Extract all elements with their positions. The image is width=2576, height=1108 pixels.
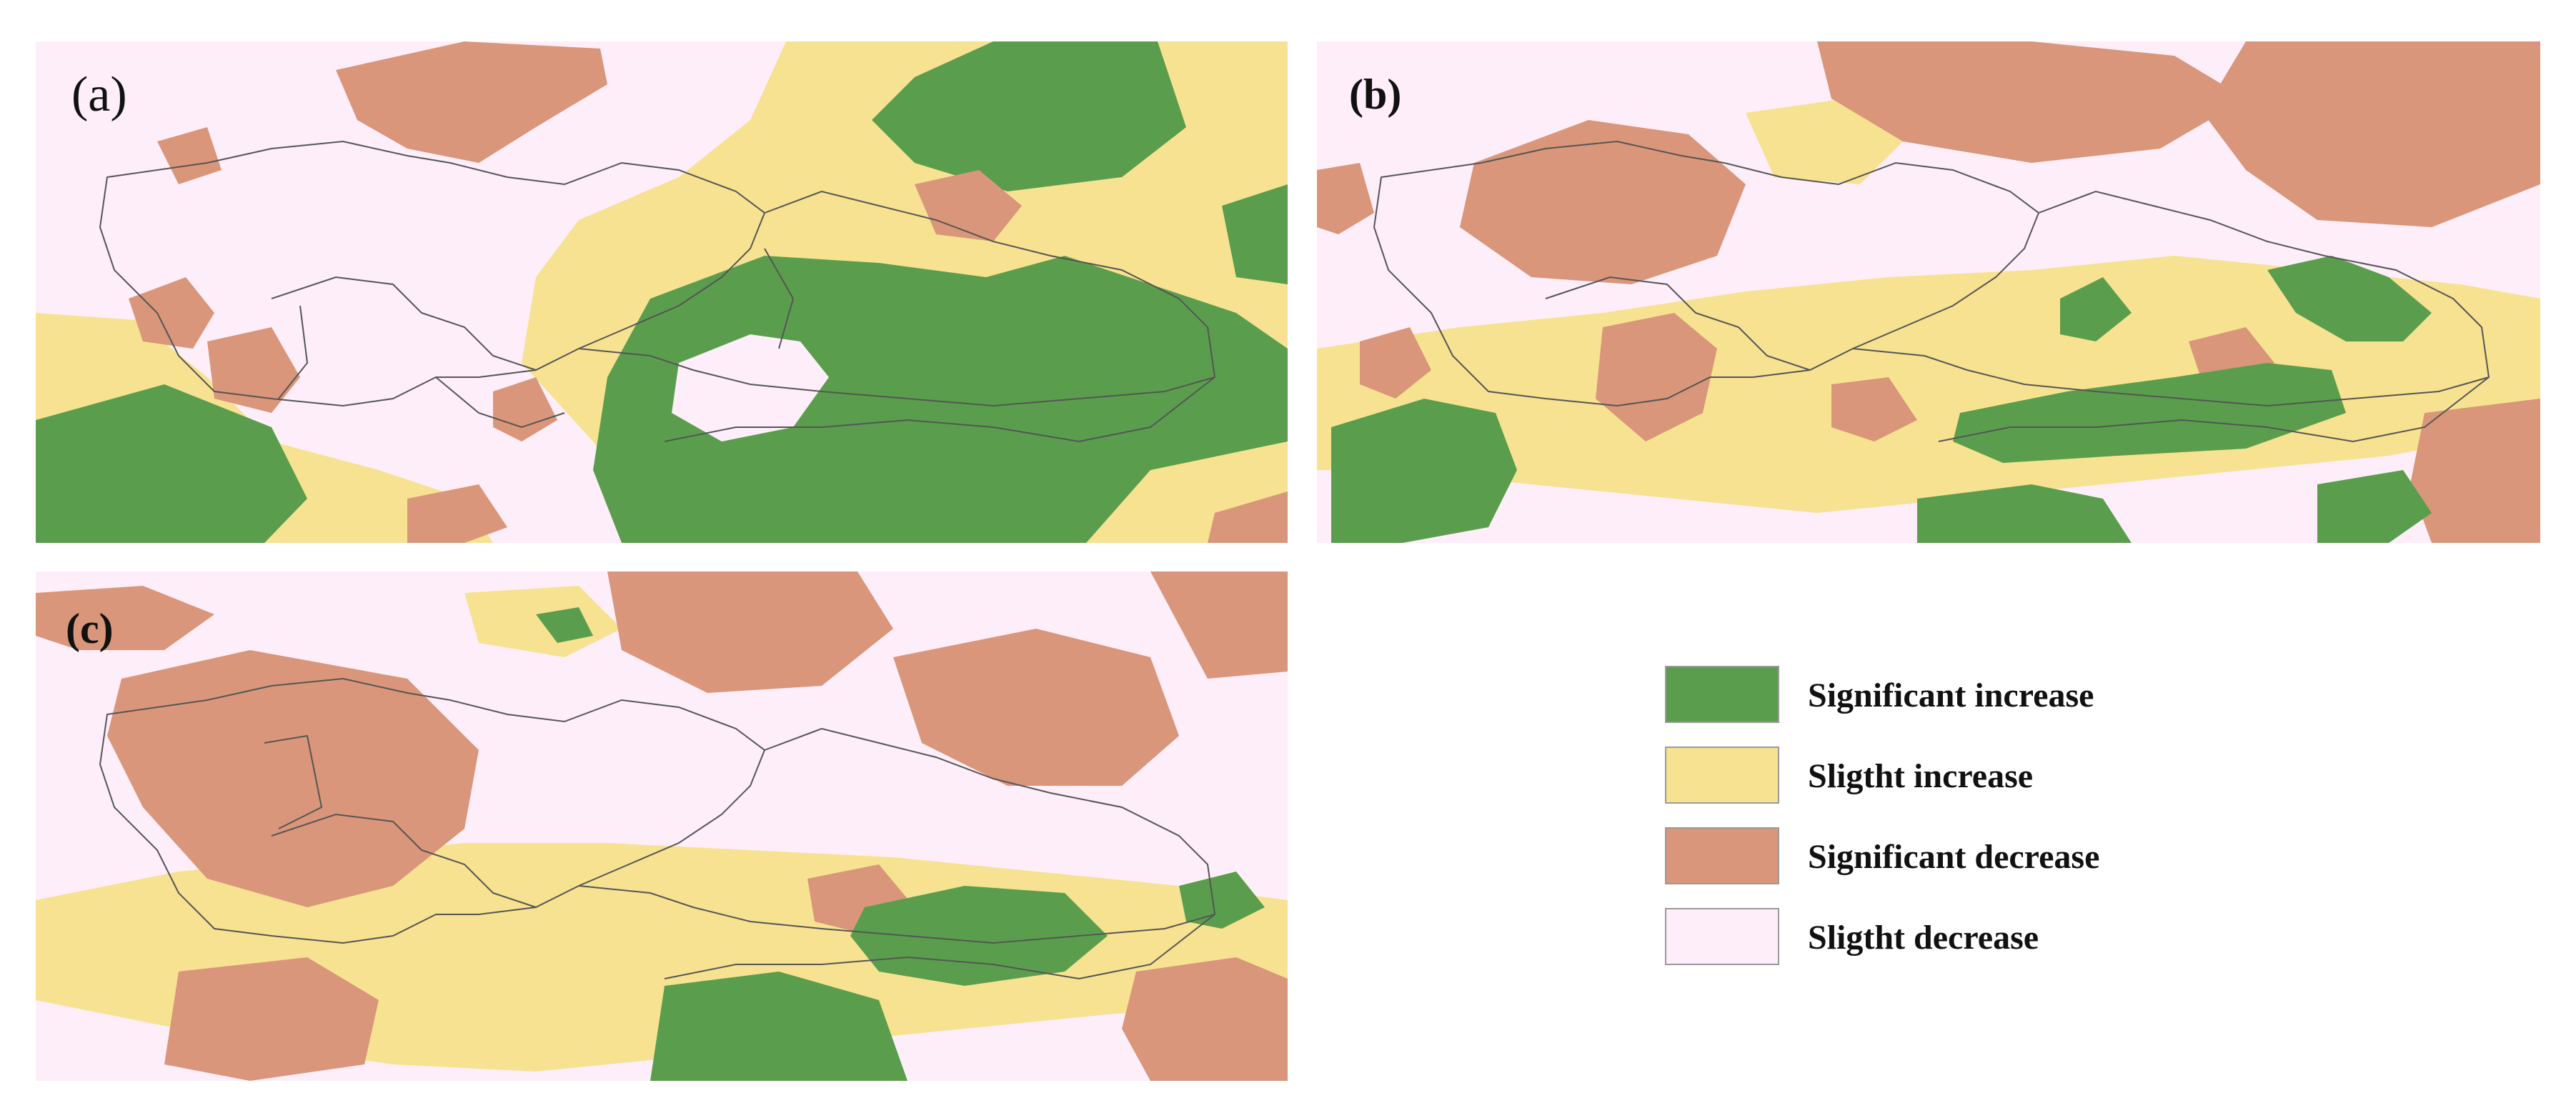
region-significant-decrease (1122, 957, 1288, 1081)
region-slight-decrease (672, 334, 829, 441)
legend-label: Significant decrease (1808, 838, 2100, 876)
region-significant-decrease (157, 127, 222, 184)
legend-item-slight-decrease: Sligtht decrease (1665, 908, 2308, 965)
map-panel-c: (c) (36, 572, 1288, 1081)
map-legend: Significant increase Sligtht increase Si… (1665, 666, 2308, 1016)
region-significant-decrease (164, 957, 379, 1081)
region-significant-decrease (207, 327, 300, 413)
region-significant-decrease (1360, 327, 1431, 399)
legend-label: Sligtht increase (1808, 757, 2034, 795)
region-significant-decrease (915, 170, 1022, 241)
legend-item-significant-decrease: Significant decrease (1665, 827, 2308, 884)
map-panel-b: (b) (1317, 41, 2540, 543)
region-significant-decrease (1596, 313, 1717, 441)
country-boundaries (99, 140, 1216, 443)
panel-label-a: (a) (71, 67, 127, 122)
region-significant-decrease (1150, 572, 1288, 679)
region-significant-increase (1331, 399, 1517, 543)
region-significant-increase (593, 256, 1288, 543)
legend-label: Significant increase (1808, 677, 2094, 714)
country-boundaries (99, 677, 1216, 980)
region-significant-decrease (607, 572, 893, 693)
region-significant-decrease (336, 41, 607, 163)
region-significant-decrease (1831, 377, 1917, 441)
region-slight-increase (1746, 99, 1903, 184)
region-significant-decrease (129, 277, 214, 349)
region-significant-decrease (1817, 41, 2246, 163)
region-significant-increase (650, 972, 907, 1081)
map-c-graphic (36, 572, 1288, 1081)
legend-swatch (1665, 908, 1779, 965)
legend-item-significant-increase: Significant increase (1665, 666, 2308, 723)
region-significant-decrease (407, 484, 507, 543)
region-significant-decrease (1317, 163, 1374, 234)
legend-swatch (1665, 747, 1779, 804)
map-a-graphic (36, 41, 1288, 543)
legend-swatch (1665, 827, 1779, 884)
region-significant-decrease (107, 650, 479, 907)
country-boundaries (1373, 140, 2490, 443)
region-significant-decrease (2203, 41, 2540, 227)
region-significant-increase (1222, 184, 1288, 284)
region-significant-increase (536, 607, 593, 643)
legend-swatch (1665, 666, 1779, 723)
region-significant-increase (1179, 872, 1265, 929)
region-significant-decrease (36, 586, 214, 650)
panel-label-b: (b) (1349, 71, 1402, 118)
region-significant-decrease (893, 629, 1179, 786)
legend-item-slight-increase: Sligtht increase (1665, 747, 2308, 804)
map-panel-a: (a) (36, 41, 1288, 543)
region-significant-increase (872, 41, 1186, 191)
region-significant-decrease (1208, 491, 1288, 543)
region-significant-increase (1917, 484, 2132, 543)
region-significant-increase (2060, 277, 2132, 341)
panel-label-c: (c) (66, 605, 114, 652)
region-significant-increase (850, 886, 1108, 986)
region-significant-decrease (493, 377, 557, 441)
region-significant-increase (2317, 470, 2432, 543)
legend-label: Sligtht decrease (1808, 919, 2039, 957)
region-significant-increase (1953, 363, 2346, 463)
region-significant-decrease (2410, 399, 2540, 543)
region-significant-increase (2267, 256, 2432, 341)
region-significant-increase (36, 384, 307, 543)
region-significant-decrease (1460, 120, 1746, 284)
map-b-graphic (1317, 41, 2540, 543)
